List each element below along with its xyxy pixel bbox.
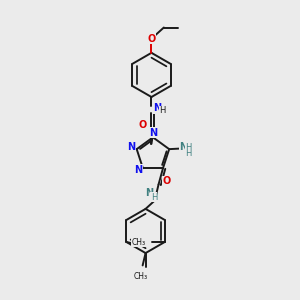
Text: H: H xyxy=(185,149,192,158)
Text: O: O xyxy=(139,120,147,130)
Text: N: N xyxy=(134,165,142,175)
Text: H: H xyxy=(151,193,157,202)
Text: N: N xyxy=(153,103,161,113)
Text: H: H xyxy=(160,106,166,115)
Text: O: O xyxy=(163,176,171,187)
Text: O: O xyxy=(147,34,156,44)
Text: H: H xyxy=(185,142,192,152)
Text: N: N xyxy=(179,142,188,152)
Text: N: N xyxy=(145,188,153,198)
Text: N: N xyxy=(127,142,136,152)
Text: CH₃: CH₃ xyxy=(134,272,148,281)
Text: CH₃: CH₃ xyxy=(132,238,146,247)
Text: N: N xyxy=(149,128,158,138)
